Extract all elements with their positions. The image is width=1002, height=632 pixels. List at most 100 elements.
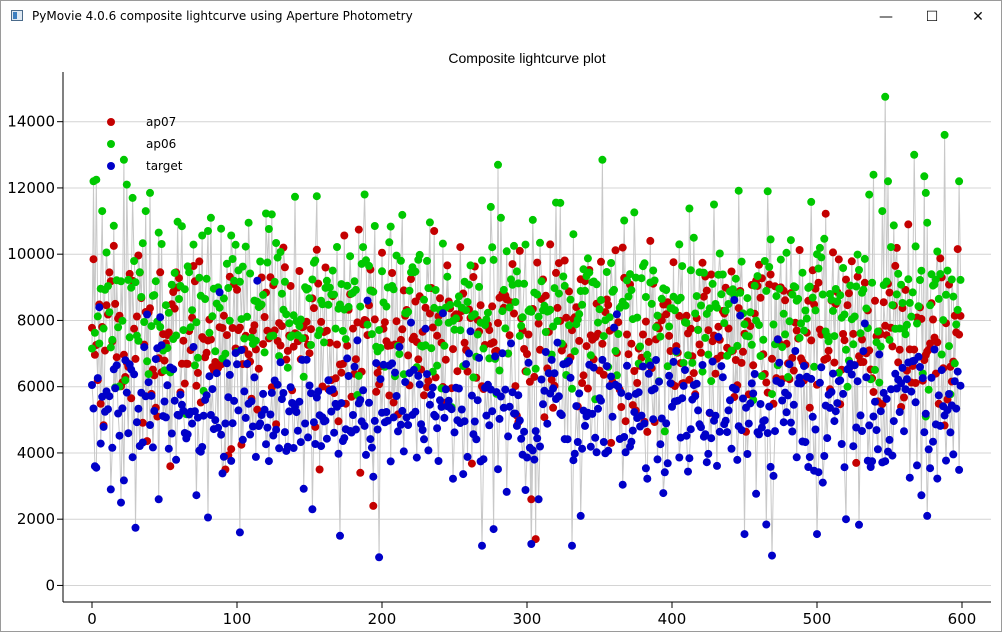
data-point-target [743, 450, 752, 458]
data-point-ap07 [510, 309, 518, 318]
x-tick-label: 600 [948, 610, 977, 628]
data-point-ap07 [170, 304, 179, 313]
data-point-ap06 [721, 306, 730, 315]
data-point-ap06 [850, 312, 859, 321]
data-point-ap06 [146, 188, 154, 197]
data-point-ap06 [736, 288, 745, 297]
legend[interactable]: ap07 ap06 target [107, 115, 183, 173]
title-bar[interactable]: PyMovie 4.0.6 composite lightcurve using… [1, 1, 1001, 32]
data-point-target [212, 369, 221, 378]
data-point-ap06 [127, 283, 136, 292]
data-point-target [267, 388, 276, 397]
data-point-target [234, 406, 243, 415]
data-point-target [266, 410, 275, 419]
data-point-target [905, 473, 914, 482]
data-point-ap06 [920, 172, 929, 181]
data-point-ap06 [205, 328, 214, 337]
data-point-ap06 [504, 349, 513, 358]
data-point-target [773, 335, 782, 344]
data-point-ap06 [515, 331, 524, 340]
data-point-ap06 [296, 315, 305, 324]
data-point-ap07 [286, 282, 295, 290]
data-point-ap06 [775, 284, 784, 293]
minimize-button[interactable]: — [879, 8, 893, 25]
data-point-ap07 [235, 323, 244, 332]
data-point-target [454, 384, 463, 393]
data-point-ap06 [653, 311, 662, 320]
data-point-ap06 [283, 363, 292, 372]
data-point-target [418, 426, 427, 434]
data-point-target [199, 411, 208, 420]
data-point-ap06 [662, 286, 671, 294]
data-point-ap06 [842, 345, 850, 354]
data-point-ap06 [322, 276, 331, 285]
data-point-ap07 [547, 375, 556, 384]
data-point-ap07 [834, 255, 843, 264]
data-point-ap07 [695, 340, 704, 349]
data-point-target [930, 345, 939, 354]
data-point-target [797, 379, 805, 388]
data-point-ap06 [911, 242, 920, 251]
data-point-ap06 [708, 279, 717, 288]
axis-layer: 0 2000 4000 6000 8000 10000 12000 14000 0 100 200 3… [7, 72, 991, 628]
data-point-target [392, 392, 401, 400]
data-point-target [349, 411, 357, 419]
app-icon [11, 10, 23, 21]
data-point-ap07 [488, 302, 497, 311]
data-point-target [163, 381, 172, 390]
data-point-ap07 [351, 355, 360, 364]
data-point-ap06 [882, 277, 891, 286]
data-point-ap06 [140, 318, 149, 326]
data-point-ap06 [836, 291, 845, 300]
data-point-ap06 [424, 284, 433, 293]
data-point-ap07 [378, 248, 386, 257]
data-point-ap07 [193, 368, 202, 377]
data-point-ap06 [217, 224, 226, 233]
data-point-ap07 [552, 268, 560, 277]
data-point-target [225, 370, 234, 379]
data-point-ap06 [623, 276, 631, 285]
data-point-target [692, 379, 701, 388]
data-point-target [815, 378, 824, 387]
data-point-ap06 [343, 281, 352, 290]
legend-label-target: target [146, 159, 183, 173]
data-point-ap07 [929, 315, 937, 324]
window-title: PyMovie 4.0.6 composite lightcurve using… [32, 9, 413, 23]
data-point-ap06 [720, 319, 729, 328]
data-point-ap06 [956, 275, 965, 284]
data-point-target [491, 352, 500, 361]
data-point-ap06 [913, 319, 921, 328]
plot-area[interactable]: Composite lightcurve plot 0 2000 4000 6000 8… [1, 32, 1001, 631]
data-point-target [666, 379, 675, 388]
data-point-target [570, 449, 579, 458]
maximize-button[interactable]: ☐ [925, 8, 939, 25]
data-point-target [714, 333, 723, 341]
data-point-ap07 [739, 347, 747, 356]
data-point-target [89, 404, 98, 413]
data-point-target [504, 432, 513, 441]
data-point-target [241, 413, 250, 422]
data-point-ap06 [856, 329, 865, 338]
data-point-ap06 [743, 294, 752, 303]
data-point-ap06 [624, 292, 633, 301]
close-button[interactable]: ✕ [972, 8, 984, 25]
data-point-target [682, 431, 691, 440]
data-point-ap06 [652, 323, 660, 332]
lightcurve-chart[interactable]: Composite lightcurve plot 02000400060008… [1, 32, 1001, 631]
data-point-ap06 [241, 242, 250, 251]
data-point-target [895, 408, 904, 416]
data-point-ap06 [215, 303, 224, 312]
data-point-ap07 [307, 325, 315, 334]
data-point-ap07 [646, 236, 655, 245]
y-tick-label: 10000 [7, 245, 55, 263]
data-point-ap06 [592, 280, 601, 289]
data-point-target [856, 411, 865, 420]
x-tick-label: 400 [658, 610, 687, 628]
data-point-ap06 [699, 268, 708, 277]
data-point-ap06 [756, 352, 765, 360]
data-point-target [612, 310, 621, 319]
data-point-ap06 [224, 284, 233, 292]
data-point-target [470, 417, 479, 426]
data-point-ap07 [641, 317, 650, 326]
data-point-ap07 [900, 393, 908, 402]
